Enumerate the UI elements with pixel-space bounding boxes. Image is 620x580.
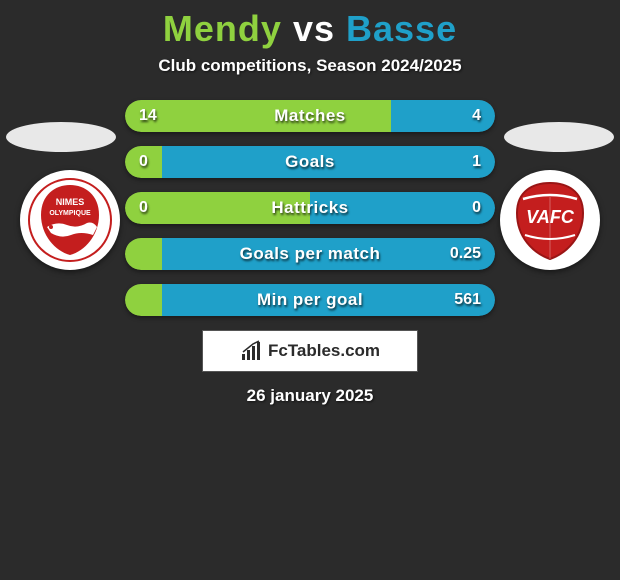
stat-row: 144Matches (125, 100, 495, 132)
stat-row: 01Goals (125, 146, 495, 178)
stat-label: Goals (125, 146, 495, 178)
vs-text: vs (293, 8, 335, 49)
date: 26 january 2025 (0, 386, 620, 406)
stat-row: 0.25Goals per match (125, 238, 495, 270)
player2-name: Basse (346, 8, 457, 49)
player1-name: Mendy (163, 8, 282, 49)
chart-icon (240, 340, 262, 362)
comparison-title: Mendy vs Basse (0, 0, 620, 50)
brand-text: FcTables.com (268, 341, 380, 361)
stat-label: Matches (125, 100, 495, 132)
brand-box[interactable]: FcTables.com (202, 330, 418, 372)
stat-label: Hattricks (125, 192, 495, 224)
stat-label: Goals per match (125, 238, 495, 270)
stat-row: 561Min per goal (125, 284, 495, 316)
stats-area: 144Matches 01Goals 00Hattricks 0.25Goals pe… (0, 100, 620, 316)
subtitle: Club competitions, Season 2024/2025 (0, 56, 620, 76)
stat-label: Min per goal (125, 284, 495, 316)
stat-row: 00Hattricks (125, 192, 495, 224)
